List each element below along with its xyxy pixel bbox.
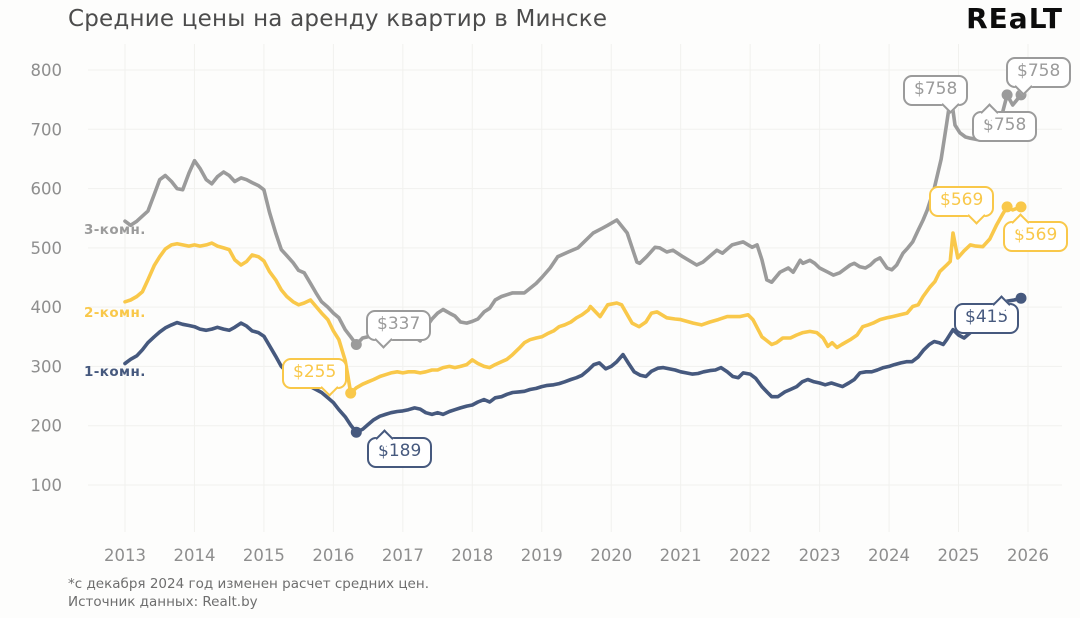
x-tick-label: 2022 [729, 546, 771, 565]
y-tick-label: 800 [31, 61, 63, 80]
y-tick-label: 700 [31, 120, 63, 139]
x-tick-label: 2017 [382, 546, 424, 565]
x-tick-label: 2023 [799, 546, 841, 565]
data-point-marker-3k [1001, 89, 1013, 101]
data-point-marker-3k [350, 339, 362, 350]
x-tick-label: 2025 [938, 546, 980, 565]
series-line-1k [123, 296, 1023, 434]
data-point-marker-1k [350, 426, 362, 438]
y-tick-label: 200 [31, 417, 63, 436]
y-tick-label: 500 [31, 239, 63, 258]
x-tick-label: 2026 [1007, 546, 1049, 565]
page-title: Средние цены на аренду квартир в Минске [68, 6, 608, 32]
x-tick-label: 2019 [521, 546, 563, 565]
series-line-3k [123, 93, 1023, 347]
data-point-marker-3k [1015, 89, 1027, 101]
data-point-marker-1k [1015, 292, 1027, 304]
x-tick-label: 2013 [104, 546, 146, 565]
footnote: *с декабря 2024 год изменен расчет средн… [68, 576, 429, 592]
y-tick-label: 100 [31, 476, 63, 495]
x-tick-label: 2014 [173, 546, 215, 565]
x-tick-label: 2020 [590, 546, 632, 565]
x-tick-label: 2021 [660, 546, 702, 565]
data-point-marker-2k [1001, 201, 1013, 213]
x-tick-label: 2018 [451, 546, 493, 565]
data-point-marker-2k [345, 387, 357, 399]
data-point-marker-2k [1015, 201, 1027, 213]
realt-logo: REaLT [966, 2, 1063, 35]
y-tick-label: 600 [31, 180, 63, 199]
x-tick-label: 2016 [312, 546, 354, 565]
x-tick-label: 2015 [243, 546, 285, 565]
y-tick-label: 300 [31, 357, 63, 376]
series-line-2k [123, 205, 1023, 395]
x-tick-label: 2024 [868, 546, 910, 565]
data-source: Источник данных: Realt.by [68, 594, 258, 610]
y-tick-label: 400 [31, 298, 63, 317]
